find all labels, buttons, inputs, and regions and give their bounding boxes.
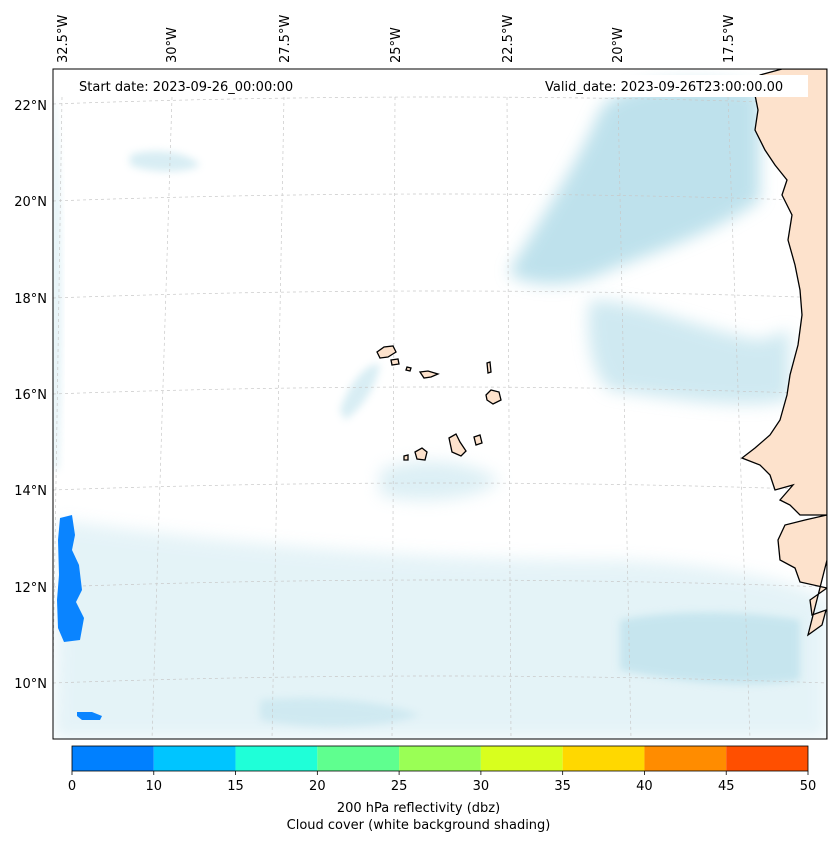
colorbar-tick-label: 50 (800, 779, 817, 794)
colorbar-segment (562, 746, 645, 771)
island-sao-vicente (390, 358, 400, 366)
cloud-cover-shading (53, 81, 827, 739)
colorbar-tick-label: 10 (146, 779, 163, 794)
gridline (53, 290, 827, 299)
colorbar-label: 200 hPa reflectivity (dbz) (336, 801, 501, 816)
colorbar-tick-label: 15 (227, 779, 244, 794)
colorbar-frame (71, 745, 809, 772)
colorbar-tick-label: 20 (309, 779, 326, 794)
island-sao-nicolau (418, 370, 440, 379)
island-santa-luzia (405, 366, 412, 372)
island-brava (403, 454, 409, 461)
reflectivity-echoes (57, 515, 102, 720)
island-boa-vista (485, 389, 502, 405)
colorbar-segment (72, 746, 154, 771)
colorbar-segment (317, 746, 400, 771)
colorbar-tick-label: 30 (473, 779, 490, 794)
gridline (271, 96, 285, 739)
lat-label: 18°N (14, 292, 47, 307)
lon-label: 17.5°W (722, 15, 737, 63)
island-santo-antao (376, 345, 397, 359)
gridline (506, 96, 512, 739)
gridline (727, 96, 751, 739)
echo-cell-south (77, 712, 102, 720)
lat-label: 10°N (14, 677, 47, 692)
lat-label: 12°N (14, 581, 47, 596)
gridline (53, 96, 63, 698)
start-date-box (72, 75, 312, 97)
cape-verde-islands (376, 345, 502, 461)
island-maio (473, 434, 483, 446)
island-fogo (414, 447, 428, 461)
lat-label: 16°N (14, 388, 47, 403)
colorbar-tick-label: 25 (391, 779, 408, 794)
african-coast (740, 69, 827, 739)
gridline (53, 193, 827, 202)
gridline (53, 675, 827, 684)
map-frame (52, 68, 828, 740)
lat-label: 14°N (14, 484, 47, 499)
lat-label: 20°N (14, 195, 47, 210)
lon-label: 30°W (165, 27, 180, 63)
island-santiago (448, 433, 467, 457)
gridline (53, 96, 827, 105)
latitude-labels: 22°N 20°N 18°N 16°N 14°N 12°N 10°N (14, 99, 47, 692)
gridline (53, 579, 827, 588)
gridline (391, 96, 396, 739)
colorbar-segment (480, 746, 563, 771)
longitude-labels: 32.5°W 30°W 27.5°W 25°W 22.5°W 20°W 17.5… (56, 15, 737, 63)
colorbar-tick-label: 40 (636, 779, 653, 794)
colorbar-segment (399, 746, 481, 771)
lon-label: 32.5°W (56, 15, 71, 63)
colorbar-segment (644, 746, 727, 771)
colorbar-tick-label: 0 (68, 779, 76, 794)
valid-date-box (538, 75, 808, 97)
lon-label: 27.5°W (278, 15, 293, 63)
start-date-label: Start date: 2023-09-26_00:00:00 (79, 80, 293, 95)
valid-date-label: Valid_date: 2023-09-26T23:00:00.00 (545, 80, 783, 95)
gridline (617, 96, 632, 739)
lat-label: 22°N (14, 99, 47, 114)
gridline (53, 386, 827, 395)
colorbar-sublabel: Cloud cover (white background shading) (286, 818, 551, 833)
lon-label: 25°W (389, 27, 404, 63)
gridline (151, 96, 173, 739)
graticule-gridlines (53, 96, 827, 739)
colorbar-segment (726, 746, 808, 771)
colorbar-tick-label: 35 (554, 779, 571, 794)
colorbar: 0 10 15 20 25 30 35 40 45 50 (68, 745, 817, 794)
colorbar-segment (235, 746, 318, 771)
lon-label: 20°W (611, 27, 626, 63)
gridline (53, 482, 827, 491)
island-sal (486, 361, 492, 374)
colorbar-segment (153, 746, 236, 771)
echo-cell-west (57, 515, 84, 642)
lon-label: 22.5°W (501, 15, 516, 63)
colorbar-tick-label: 45 (718, 779, 735, 794)
